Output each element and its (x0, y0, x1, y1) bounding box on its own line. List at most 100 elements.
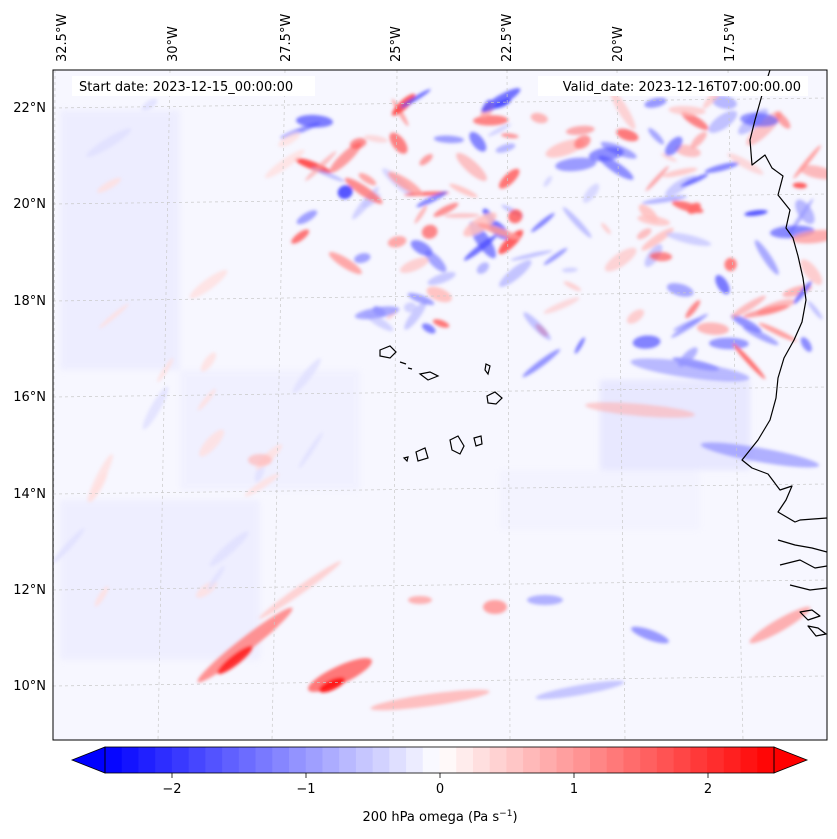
omega-streak (449, 183, 478, 198)
omega-streak (499, 260, 532, 287)
colorbar-label: 200 hPa omega (Pa s−1) (362, 809, 517, 825)
valid-date-box: Valid_date: 2023-12-16T07:00:00.00 (538, 76, 808, 96)
omega-streak (354, 253, 371, 264)
colorbar-step (305, 747, 323, 773)
map-frame (52, 69, 828, 741)
omega-streak (422, 323, 436, 334)
omega-streak (565, 125, 595, 136)
omega-streak (604, 247, 637, 272)
omega-streak (522, 348, 561, 378)
colorbar-steps (105, 747, 775, 773)
omega-streak (254, 464, 265, 482)
omega-streak (793, 280, 812, 305)
colorbar-step (138, 747, 156, 773)
lon-label: 27.5°W (279, 14, 294, 62)
latitude-labels: 22°N 20°N 18°N 16°N 14°N 12°N 10°N (13, 101, 46, 694)
omega-streak (648, 128, 664, 145)
colorbar-tick-label: −1 (296, 782, 315, 797)
omega-streak (730, 314, 762, 333)
colorbar-step (171, 747, 190, 773)
omega-streak (311, 167, 345, 182)
colorbar-step (656, 747, 675, 773)
omega-streak (157, 357, 174, 383)
omega-streak (53, 528, 85, 564)
colorbar-step (188, 747, 206, 773)
omega-streak (209, 531, 249, 567)
omega-streak (501, 133, 519, 139)
omega-streak (671, 313, 708, 338)
lon-label: 32.5°W (55, 14, 70, 62)
omega-streak (433, 202, 459, 217)
omega-streak (562, 267, 578, 273)
colorbar-step (556, 747, 574, 773)
omega-streak (632, 335, 661, 349)
longitude-labels: 32.5°W 30°W 27.5°W 25°W 22.5°W 20°W 17.5… (55, 14, 738, 62)
omega-streak (495, 143, 516, 153)
omega-streak (709, 337, 749, 350)
omega-field (53, 70, 827, 740)
omega-streak (543, 297, 580, 314)
omega-streak (291, 229, 310, 244)
omega-streak (668, 105, 706, 116)
lat-label: 12°N (13, 583, 46, 598)
colorbar: −2 −1 0 1 2 200 hPa omega (Pa s−1) (70, 746, 809, 825)
colorbar-step (489, 747, 507, 773)
omega-streak (86, 128, 132, 157)
omega-streak (641, 227, 674, 251)
start-date-box: Start date: 2023-12-15_00:00:00 (72, 76, 315, 96)
colorbar-step (523, 747, 541, 773)
omega-streak (296, 210, 318, 225)
colorbar-step (673, 747, 691, 773)
omega-streak (598, 155, 634, 180)
colorbar-step (690, 747, 708, 773)
omega-streak (660, 153, 677, 162)
omega-streak (800, 337, 812, 352)
colorbar-step (322, 747, 340, 773)
omega-streak (292, 358, 321, 394)
lon-label: 25°W (389, 26, 404, 62)
colorbar-step (456, 747, 474, 773)
omega-streak (349, 137, 367, 149)
omega-streak (508, 209, 523, 224)
omega-streak (337, 185, 353, 199)
omega-streak (626, 309, 645, 324)
colorbar-step (439, 747, 457, 773)
colorbar-tick-label: 2 (704, 782, 712, 797)
omega-streak (399, 257, 429, 273)
omega-streak (97, 177, 122, 193)
lat-label: 22°N (13, 101, 46, 116)
start-date-text: Start date: 2023-12-15_00:00:00 (79, 80, 293, 95)
lon-label: 30°W (166, 26, 181, 62)
omega-streak (649, 251, 673, 262)
colorbar-step (539, 747, 558, 773)
omega-streak (531, 213, 555, 233)
colorbar-step (623, 747, 641, 773)
omega-streak (641, 195, 688, 205)
omega-streak (712, 95, 737, 109)
omega-streak (799, 165, 827, 180)
omega-streak (189, 269, 228, 299)
colorbar-step (339, 747, 357, 773)
africa-coastline (741, 70, 827, 523)
colorbar-step (606, 747, 624, 773)
omega-streak (294, 157, 331, 174)
omega-streak (329, 142, 362, 173)
omega-streak (142, 386, 169, 430)
omega-streak (543, 247, 568, 266)
omega-streak (697, 322, 729, 335)
omega-streak (207, 566, 225, 591)
omega-streak (523, 312, 551, 341)
omega-streak (637, 215, 670, 226)
omega-streak (197, 388, 216, 411)
colorbar-step (740, 747, 758, 773)
colorbar-tick-label: 1 (570, 782, 578, 797)
colorbar-step (121, 747, 139, 773)
valid-date-text: Valid_date: 2023-12-16T07:00:00.00 (563, 80, 801, 95)
colorbar-step (389, 747, 407, 773)
omega-streak (792, 182, 807, 189)
colorbar-outline (104, 746, 775, 774)
omega-streak (792, 229, 827, 244)
omega-streak (731, 295, 766, 318)
colorbar-ticks (171, 773, 709, 778)
lat-label: 10°N (13, 679, 46, 694)
